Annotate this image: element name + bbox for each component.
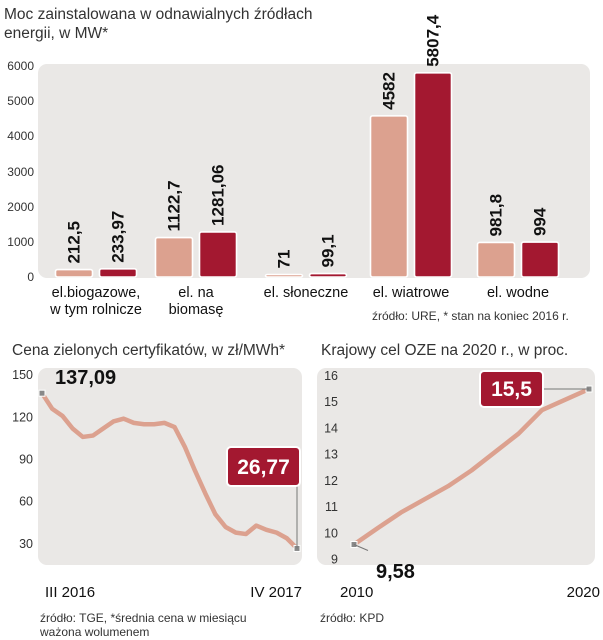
bar-series2-2 [198, 231, 238, 278]
price-ytick-label: 30 [19, 537, 33, 551]
bar-series1-4 [369, 115, 409, 278]
bar-ytick-label: 3000 [7, 164, 34, 179]
target-ytick-label: 13 [324, 448, 338, 462]
target-series-line [351, 386, 592, 547]
bar-series1-1 [54, 268, 94, 278]
target-x-label-start: 2010 [340, 584, 373, 601]
bar-value-label: 71 [275, 250, 294, 269]
bar-category-label: el.biogazowe, w tym rolnicze [21, 285, 171, 319]
price-ytick-label: 150 [12, 368, 33, 382]
bar-series1-3 [264, 273, 304, 278]
target-end-value-box [479, 370, 544, 408]
bar-chart-plot: 212,5 1122,7 71 4582 981,8 233,97 1281,06 99,1 5… [54, 14, 560, 278]
target-ytick-label: 12 [324, 474, 338, 488]
price-series-line [39, 390, 300, 551]
bar-category-label: el. słoneczne [231, 285, 381, 302]
price-x-label-start: III 2016 [45, 584, 95, 601]
target-ytick-label: 11 [325, 500, 338, 514]
target-ytick-label: 16 [324, 369, 338, 383]
bar-category-label: el. wodne [443, 285, 593, 302]
price-ytick-label: 60 [19, 495, 33, 509]
price-start-point-marker [38, 389, 46, 397]
bar-category-line: w tym rolnicze [50, 302, 142, 318]
bar-category-line: el. na [178, 285, 214, 301]
price-ytick-label: 120 [12, 410, 33, 424]
bar-series2-5 [520, 241, 560, 278]
target-x-label-end: 2020 [567, 584, 600, 601]
bar-value-label: 233,97 [109, 211, 128, 263]
bar-ytick-label: 2000 [7, 199, 34, 214]
bar-value-label: 212,5 [65, 221, 84, 264]
bar-category-line: el. wodne [486, 285, 550, 301]
price-source-line-1: źródło: TGE, *średnia cena w miesiącu [40, 611, 247, 625]
bar-series1-5 [476, 241, 516, 278]
price-chart-source: źródło: TGE, *średnia cena w miesiącu wa… [40, 611, 300, 639]
target-end-value-label: 15,5 [491, 378, 532, 401]
target-ytick-label: 9 [331, 553, 338, 567]
price-x-label-end: IV 2017 [250, 584, 302, 601]
bar-category-line: el. słoneczne [263, 285, 349, 301]
bar-category-line: el.biogazowe, [51, 285, 141, 301]
bar-category-label: el. na biomasę [121, 285, 271, 319]
bar-series2-1 [98, 267, 138, 278]
bar-series2-3 [308, 272, 348, 278]
bar-chart-source: źródło: URE, * stan na koniec 2016 r. [372, 309, 569, 323]
bar-ytick-label: 5000 [7, 94, 34, 109]
bar-chart-title: Moc zainstalowana w odnawialnych źródłac… [4, 6, 313, 42]
bar-category-line: biomasę [168, 302, 224, 318]
target-ytick-label: 15 [324, 395, 338, 409]
target-start-leader-line [353, 544, 369, 551]
bar-category-label: el. wiatrowe [336, 285, 486, 302]
price-end-value-box [226, 446, 301, 487]
bar-ytick-label: 4000 [7, 129, 34, 144]
bar-value-label: 981,8 [487, 194, 506, 237]
target-chart-title: Krajowy cel OZE na 2020 r., w proc. [321, 342, 569, 359]
target-ytick-label: 14 [324, 421, 338, 435]
target-start-value-label: 9,58 [376, 561, 415, 583]
bar-series1-2 [154, 236, 194, 278]
bar-ytick-label: 6000 [7, 59, 34, 73]
price-end-value-label: 26,77 [237, 456, 290, 479]
bar-category-line: el. wiatrowe [372, 285, 450, 301]
bar-value-label: 4582 [380, 72, 399, 110]
bar-value-label: 1281,06 [209, 164, 228, 225]
target-chart-background [317, 368, 595, 565]
bar-series2-4 [413, 71, 453, 278]
bar-value-label: 5807,4 [424, 14, 443, 67]
bar-ytick-label: 0 [27, 270, 34, 284]
target-ytick-label: 10 [324, 526, 338, 540]
price-chart-title: Cena zielonych certyfikatów, w zł/MWh* [12, 342, 286, 359]
bar-value-label: 994 [531, 207, 550, 236]
bar-value-label: 99,1 [319, 234, 338, 267]
price-start-value-label: 137,09 [55, 367, 116, 389]
bar-value-label: 1122,7 [165, 180, 184, 231]
price-ytick-label: 90 [19, 452, 33, 466]
price-source-line-2: ważona wolumenem [40, 625, 150, 639]
price-chart-plot: 30 60 90 120 150 137,09 26,77 III 2016 IV 2017 [12, 367, 302, 601]
bar-ytick-label: 1000 [7, 234, 34, 249]
target-chart-source: źródło: KPD [320, 611, 385, 625]
